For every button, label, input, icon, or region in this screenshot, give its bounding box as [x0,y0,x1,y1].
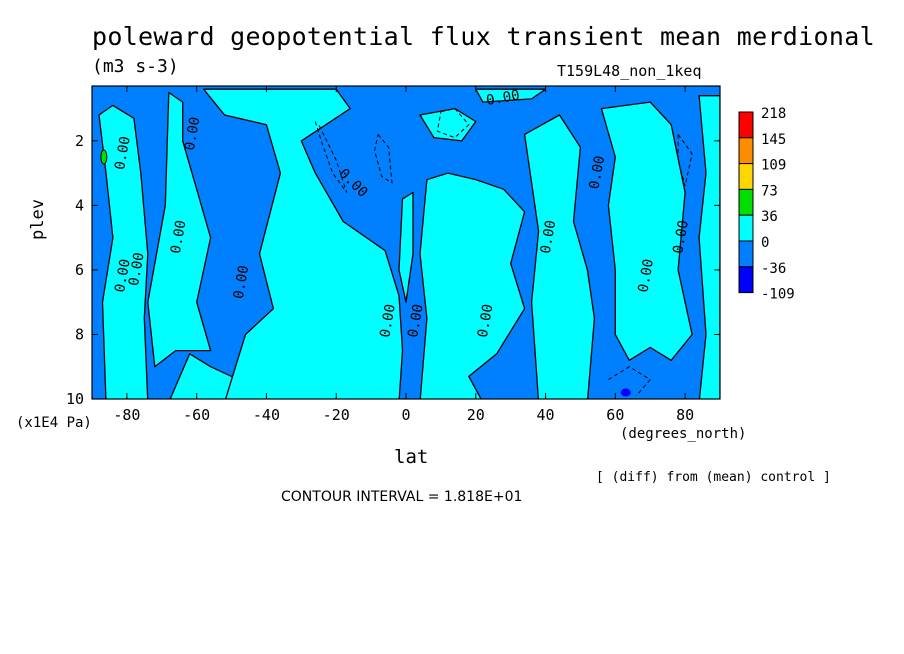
contour-label: 0.00 [112,258,134,294]
x-tick-label: 80 [676,406,694,424]
colorbar-label: 145 [761,132,786,148]
positive-maximum [100,149,108,165]
positive-region [169,353,240,399]
negative-minimum [620,388,631,397]
colorbar-label: 218 [761,106,786,122]
dashed-contour [436,108,470,139]
contour-label: 0.00 [231,264,253,300]
y-tick-label: 4 [75,196,84,214]
colorbar-swatch [738,163,754,190]
contour-interval-label: CONTOUR INTERVAL = 1.818E+01 [281,489,523,505]
x-tick-label: -60 [183,406,210,424]
x-tick-label: -80 [113,406,140,424]
colorbar-swatch [738,266,754,294]
positive-region [475,88,547,103]
contour-label: 0.00 [182,116,204,152]
x-tick-label: 40 [537,406,555,424]
colorbar-swatch [738,137,754,165]
x-axis-units: (degrees_north) [620,426,747,442]
x-tick-label: 20 [467,406,485,424]
contour-label: 0.00 [112,135,134,171]
chart-title: poleward geopotential flux transient mea… [92,22,875,51]
x-axis-label: lat [394,446,429,468]
contour-label: 0.00 [475,303,497,339]
positive-region [419,172,526,399]
contour-label: 0.00 [168,219,190,255]
positive-region [523,114,596,399]
contour-label: 0.00 [538,219,560,255]
colorbar-label: 109 [761,158,786,174]
contour-label: 0.00 [377,303,399,339]
positive-region [698,95,720,399]
positive-region [147,91,212,368]
contour-label: 0.00 [126,251,148,287]
x-tick-label: -20 [323,406,350,424]
y-tick-label: 8 [75,325,84,343]
y-tick-label: 2 [75,132,84,150]
dashed-contour [314,121,348,193]
colorbar-label: -36 [761,261,786,277]
colorbar-label: -109 [761,287,795,303]
y-tick-label: 6 [75,261,84,279]
contour-field: 0.000.000.000.000.00 0.00 0.000.000.000.00… [98,87,720,399]
dashed-contour [608,366,651,397]
chart-units: (m3 s-3) [92,56,179,77]
run-label: T159L48_non_1keq [557,62,702,80]
contour-label: 0.00 [485,87,521,109]
x-tick-label: 60 [606,406,624,424]
positive-region [98,104,149,399]
y-axis-units: (x1E4 Pa) [16,415,92,431]
colorbar-label: 73 [761,183,778,199]
x-tick-label: 0 [401,406,410,424]
positive-region [202,88,404,399]
comparison-note: [ (diff) from (mean) control ] [596,470,831,485]
contour-label: 0.00 [587,154,609,190]
dashed-contour [374,134,393,184]
contour-label: 0.00 [670,219,692,255]
positive-region [600,101,693,361]
contour-label: 0.00 [405,303,427,339]
colorbar-swatch [738,188,754,216]
colorbar-swatch [738,111,754,139]
colorbar-swatch [738,240,754,268]
positive-region [398,191,414,303]
contour-label: 0.00 [635,258,657,294]
colorbar-label: 0 [761,235,769,251]
dashed-contour [677,134,693,187]
y-tick-label: 10 [66,390,84,408]
colorbar-label: 36 [761,209,778,225]
x-tick-label: -40 [253,406,280,424]
colorbar-swatch [738,214,754,242]
